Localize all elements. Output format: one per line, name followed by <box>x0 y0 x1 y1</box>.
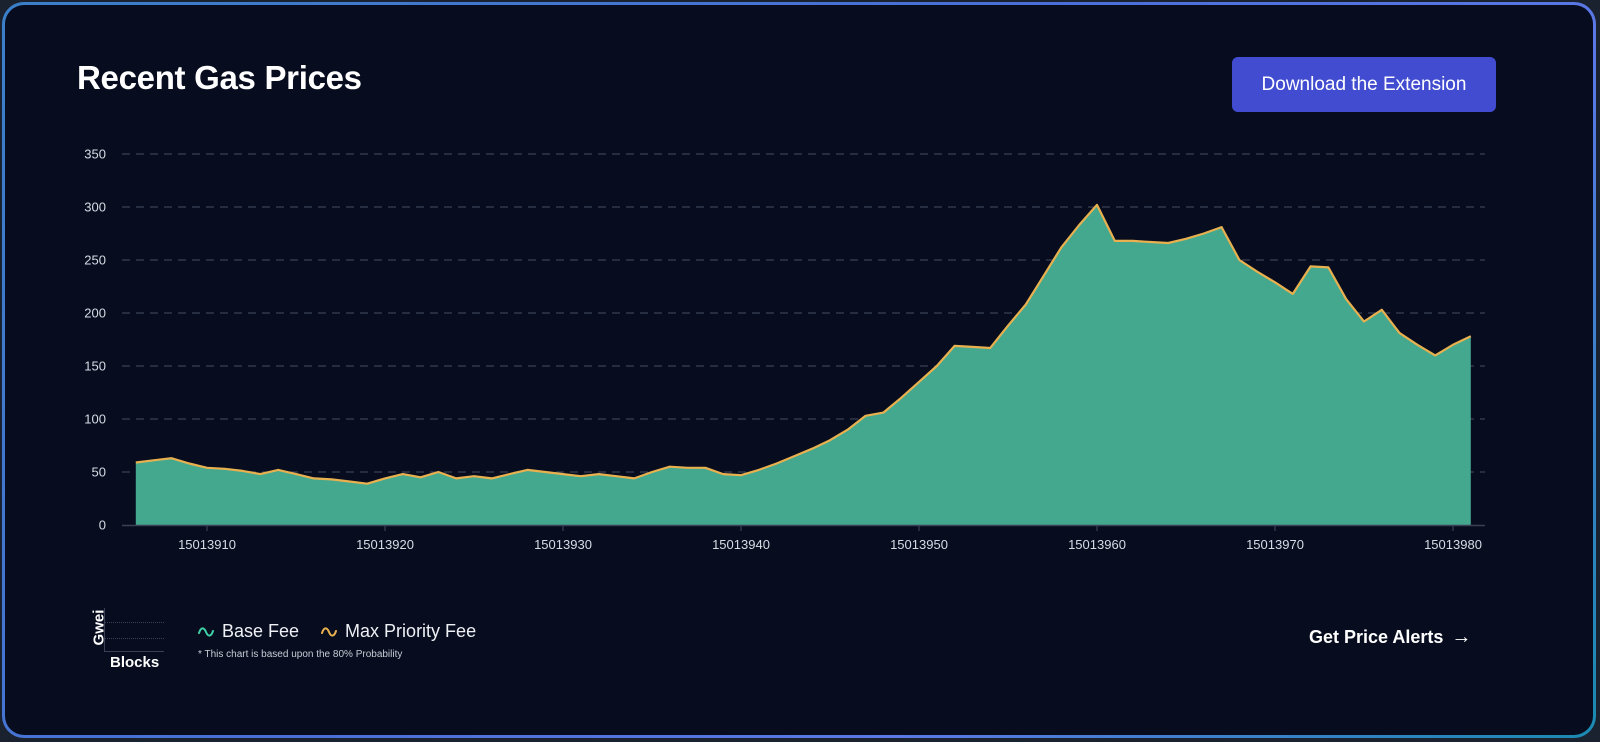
y-tick-label: 50 <box>92 465 106 480</box>
x-tick-label: 15013960 <box>1068 537 1126 552</box>
base-fee-area <box>135 204 1471 525</box>
x-tick-label: 15013950 <box>890 537 948 552</box>
legend-label: Max Priority Fee <box>345 621 477 641</box>
y-tick-label: 200 <box>84 306 106 321</box>
get-price-alerts-label: Get Price Alerts <box>1309 627 1444 647</box>
x-tick-label: 15013980 <box>1424 537 1482 552</box>
y-tick-label: 100 <box>84 412 106 427</box>
y-tick-label: 350 <box>84 147 106 162</box>
y-tick-label: 150 <box>84 359 106 374</box>
x-tick-label: 15013910 <box>178 537 236 552</box>
download-extension-button[interactable]: Download the Extension <box>1232 57 1496 112</box>
legend-item-base-fee[interactable]: Base Fee <box>198 621 299 642</box>
y-tick-label: 0 <box>99 518 106 533</box>
y-tick-label: 300 <box>84 200 106 215</box>
axis-key-diagram <box>104 608 164 652</box>
y-axis: 0 50 100 150 200 250 300 350 <box>84 147 106 533</box>
legend-label: Base Fee <box>222 621 300 641</box>
y-tick-label: 250 <box>84 253 106 268</box>
page-title: Recent Gas Prices <box>77 59 362 96</box>
get-price-alerts-link[interactable]: Get Price Alerts → <box>1309 626 1471 649</box>
chart-footnote: * This chart is based upon the 80% Proba… <box>198 649 403 660</box>
wave-icon <box>321 626 338 637</box>
x-tick-label: 15013930 <box>534 537 592 552</box>
chart-legend: Base Fee Max Priority Fee <box>198 621 498 642</box>
max-priority-fee-line <box>135 203 1472 485</box>
gas-prices-card: Recent Gas Prices Download the Extension… <box>5 5 1593 735</box>
axis-key: Gwei Blocks <box>83 605 173 675</box>
x-tick-label: 15013940 <box>712 537 770 552</box>
x-tick-label: 15013970 <box>1246 537 1304 552</box>
axis-key-x-label: Blocks <box>110 654 160 671</box>
x-tick-label: 15013920 <box>356 537 414 552</box>
wave-icon <box>198 626 214 637</box>
x-axis: 15013910 15013920 15013930 15013940 15013950… <box>122 524 1485 552</box>
arrow-right-icon: → <box>1451 626 1472 648</box>
legend-item-max-priority-fee[interactable]: Max Priority Fee <box>321 621 476 642</box>
